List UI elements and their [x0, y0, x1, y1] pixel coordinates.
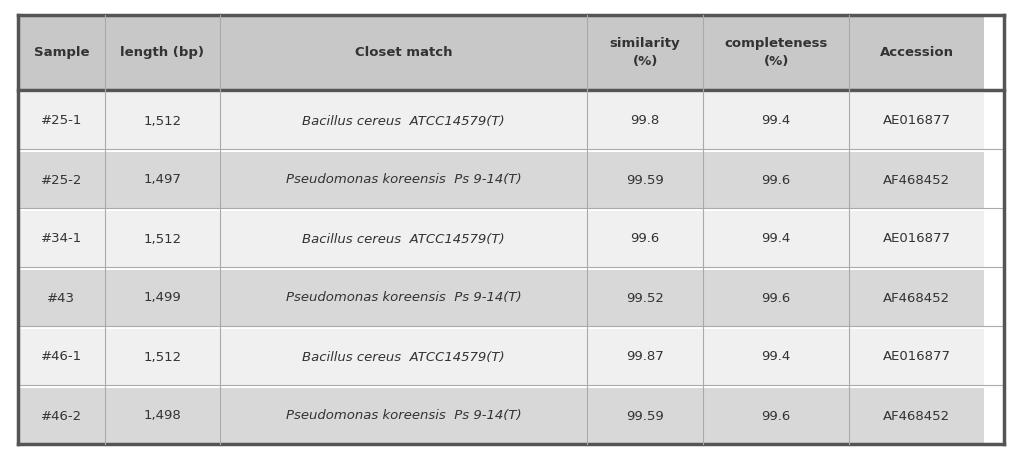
Bar: [849, 270, 984, 326]
Bar: [18, 329, 105, 385]
Text: 99.4: 99.4: [761, 114, 791, 127]
Text: 99.4: 99.4: [761, 350, 791, 364]
Bar: [587, 270, 703, 326]
Text: 1,512: 1,512: [143, 233, 182, 245]
Bar: [220, 15, 587, 90]
Text: AF468452: AF468452: [883, 409, 950, 422]
Text: #25-2: #25-2: [41, 174, 82, 186]
Text: AF468452: AF468452: [883, 291, 950, 305]
Bar: [18, 270, 105, 326]
Bar: [105, 329, 220, 385]
Bar: [587, 388, 703, 444]
Text: Sample: Sample: [34, 46, 89, 59]
Bar: [849, 93, 984, 149]
Text: 99.4: 99.4: [761, 233, 791, 245]
Bar: [105, 15, 220, 90]
Text: 99.6: 99.6: [761, 291, 791, 305]
Bar: [587, 15, 703, 90]
Bar: [105, 152, 220, 208]
Text: Bacillus cereus  ATCC14579(T): Bacillus cereus ATCC14579(T): [303, 114, 505, 127]
Bar: [18, 15, 105, 90]
Text: AE016877: AE016877: [883, 350, 950, 364]
Text: #25-1: #25-1: [41, 114, 82, 127]
Bar: [18, 93, 105, 149]
Text: 99.6: 99.6: [631, 233, 660, 245]
Text: 99.59: 99.59: [626, 409, 664, 422]
Text: #46-1: #46-1: [41, 350, 82, 364]
Bar: [849, 388, 984, 444]
Text: Closet match: Closet match: [355, 46, 453, 59]
Bar: [220, 329, 587, 385]
Bar: [587, 329, 703, 385]
Text: Pseudomonas koreensis  Ps 9-14(T): Pseudomonas koreensis Ps 9-14(T): [286, 291, 521, 305]
Text: similarity
(%): similarity (%): [610, 38, 681, 67]
Bar: [18, 388, 105, 444]
Bar: [587, 211, 703, 267]
Text: 99.8: 99.8: [631, 114, 660, 127]
Text: 1,512: 1,512: [143, 114, 182, 127]
Text: 99.59: 99.59: [626, 174, 664, 186]
Bar: [849, 152, 984, 208]
Bar: [220, 93, 587, 149]
Bar: [703, 152, 849, 208]
Text: Bacillus cereus  ATCC14579(T): Bacillus cereus ATCC14579(T): [303, 233, 505, 245]
Text: 1,512: 1,512: [143, 350, 182, 364]
Bar: [703, 270, 849, 326]
Bar: [220, 152, 587, 208]
Text: 99.6: 99.6: [761, 174, 791, 186]
Bar: [220, 270, 587, 326]
Bar: [587, 93, 703, 149]
Bar: [105, 211, 220, 267]
Bar: [587, 152, 703, 208]
Bar: [220, 211, 587, 267]
Text: 99.52: 99.52: [626, 291, 664, 305]
Text: #43: #43: [47, 291, 76, 305]
Bar: [849, 211, 984, 267]
Text: Pseudomonas koreensis  Ps 9-14(T): Pseudomonas koreensis Ps 9-14(T): [286, 409, 521, 422]
Text: 1,498: 1,498: [143, 409, 181, 422]
Text: 1,497: 1,497: [143, 174, 181, 186]
Text: #46-2: #46-2: [41, 409, 82, 422]
Bar: [703, 388, 849, 444]
Text: AE016877: AE016877: [883, 114, 950, 127]
Bar: [703, 15, 849, 90]
Bar: [703, 211, 849, 267]
Text: #34-1: #34-1: [41, 233, 82, 245]
Bar: [18, 152, 105, 208]
Text: Accession: Accession: [880, 46, 954, 59]
Text: length (bp): length (bp): [121, 46, 204, 59]
Text: completeness
(%): completeness (%): [725, 38, 828, 67]
Text: AF468452: AF468452: [883, 174, 950, 186]
Bar: [105, 270, 220, 326]
Bar: [220, 388, 587, 444]
Bar: [849, 15, 984, 90]
Text: AE016877: AE016877: [883, 233, 950, 245]
Bar: [18, 211, 105, 267]
Text: 1,499: 1,499: [143, 291, 181, 305]
Bar: [849, 329, 984, 385]
Bar: [105, 93, 220, 149]
Text: Pseudomonas koreensis  Ps 9-14(T): Pseudomonas koreensis Ps 9-14(T): [286, 174, 521, 186]
Bar: [703, 329, 849, 385]
Text: 99.87: 99.87: [626, 350, 664, 364]
Text: Bacillus cereus  ATCC14579(T): Bacillus cereus ATCC14579(T): [303, 350, 505, 364]
Text: 99.6: 99.6: [761, 409, 791, 422]
Bar: [105, 388, 220, 444]
Bar: [703, 93, 849, 149]
